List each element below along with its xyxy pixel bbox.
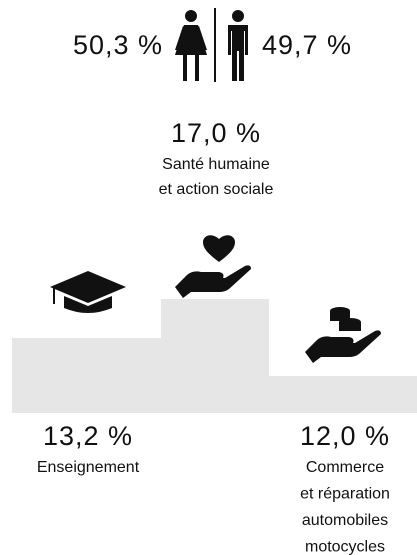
sector-label: et action sociale (159, 181, 274, 198)
sector-value: 12,0 % (300, 421, 390, 451)
sector-label: Commerce (306, 459, 384, 476)
sector-label: et réparation (300, 486, 390, 503)
education-icon (50, 271, 126, 313)
sector-label: Santé humaine (162, 156, 270, 173)
podium-left (12, 338, 162, 413)
sector-label: automobiles (302, 512, 388, 529)
sector-label: Enseignement (37, 459, 140, 476)
podium-center (161, 299, 269, 413)
sector-label: motocycles (305, 539, 385, 555)
podium-right (268, 376, 417, 413)
health-icon (175, 235, 251, 298)
male-icon (228, 10, 248, 81)
female-icon (175, 10, 207, 81)
male-share: 49,7 % (262, 30, 352, 60)
sector-labels: 12,0 % Commerce et réparation automobiles m… (300, 421, 390, 555)
sector-value: 13,2 % (43, 421, 133, 451)
sector-value: 17,0 % (171, 118, 261, 148)
female-share: 50,3 % (73, 30, 163, 60)
commerce-icon (305, 307, 381, 363)
